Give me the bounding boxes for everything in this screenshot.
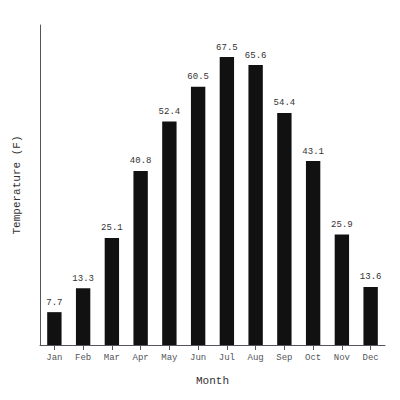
svg-text:Feb: Feb bbox=[75, 353, 91, 363]
svg-text:13.6: 13.6 bbox=[360, 272, 382, 282]
svg-text:May: May bbox=[161, 353, 178, 363]
svg-text:65.6: 65.6 bbox=[245, 51, 267, 61]
svg-text:Dec: Dec bbox=[363, 353, 379, 363]
svg-text:13.3: 13.3 bbox=[72, 274, 94, 284]
svg-text:43.1: 43.1 bbox=[302, 147, 324, 157]
svg-text:67.5: 67.5 bbox=[216, 43, 238, 53]
svg-text:7.7: 7.7 bbox=[46, 298, 62, 308]
svg-text:Temperature (F): Temperature (F) bbox=[11, 135, 23, 234]
svg-text:60.5: 60.5 bbox=[187, 72, 209, 82]
svg-text:Mar: Mar bbox=[104, 353, 120, 363]
svg-text:Aug: Aug bbox=[248, 353, 264, 363]
svg-text:52.4: 52.4 bbox=[159, 107, 181, 117]
svg-text:Month: Month bbox=[196, 375, 229, 387]
svg-text:25.1: 25.1 bbox=[101, 223, 123, 233]
svg-text:Jun: Jun bbox=[190, 353, 206, 363]
svg-text:Sep: Sep bbox=[276, 353, 292, 363]
svg-text:Oct: Oct bbox=[305, 353, 321, 363]
svg-text:Jul: Jul bbox=[219, 353, 235, 363]
svg-text:Nov: Nov bbox=[334, 353, 351, 363]
svg-text:Jan: Jan bbox=[46, 353, 62, 363]
svg-text:25.9: 25.9 bbox=[331, 220, 353, 230]
svg-text:Apr: Apr bbox=[133, 353, 149, 363]
svg-text:54.4: 54.4 bbox=[274, 98, 296, 108]
svg-text:40.8: 40.8 bbox=[130, 156, 152, 166]
